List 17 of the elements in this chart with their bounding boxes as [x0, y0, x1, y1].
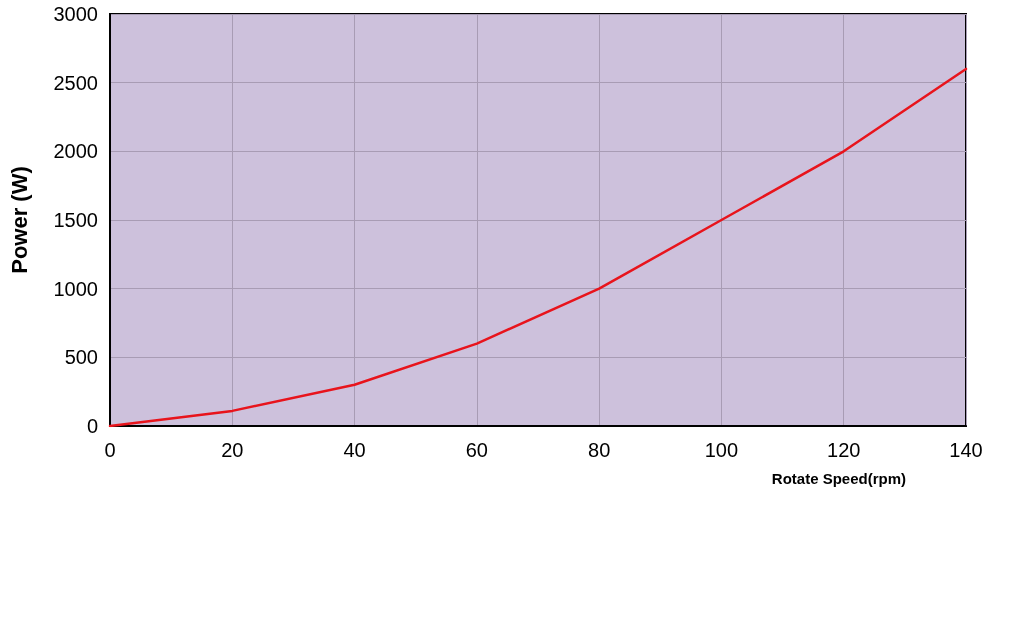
x-tick-label: 140	[949, 439, 983, 461]
x-tick-label: 0	[104, 439, 116, 461]
x-tick-label: 120	[827, 439, 861, 461]
y-tick-label: 0	[86, 415, 98, 437]
x-tick-label: 20	[221, 439, 244, 461]
y-tick-label: 2500	[53, 71, 98, 94]
y-tick-label: 500	[64, 346, 98, 369]
x-tick-label: 40	[343, 439, 366, 461]
y-tick-label: 1000	[53, 277, 98, 300]
y-tick-label: 3000	[53, 3, 98, 25]
y-tick-label: 1500	[53, 209, 98, 231]
x-tick-label: 60	[465, 439, 488, 461]
x-tick-label: 80	[588, 439, 611, 461]
y-tick-label: 2000	[53, 140, 98, 163]
y-axis-title: Power (W)	[6, 166, 32, 274]
x-axis-title: Rotate Speed(rpm)	[771, 470, 906, 487]
x-tick-label: 100	[704, 439, 739, 461]
